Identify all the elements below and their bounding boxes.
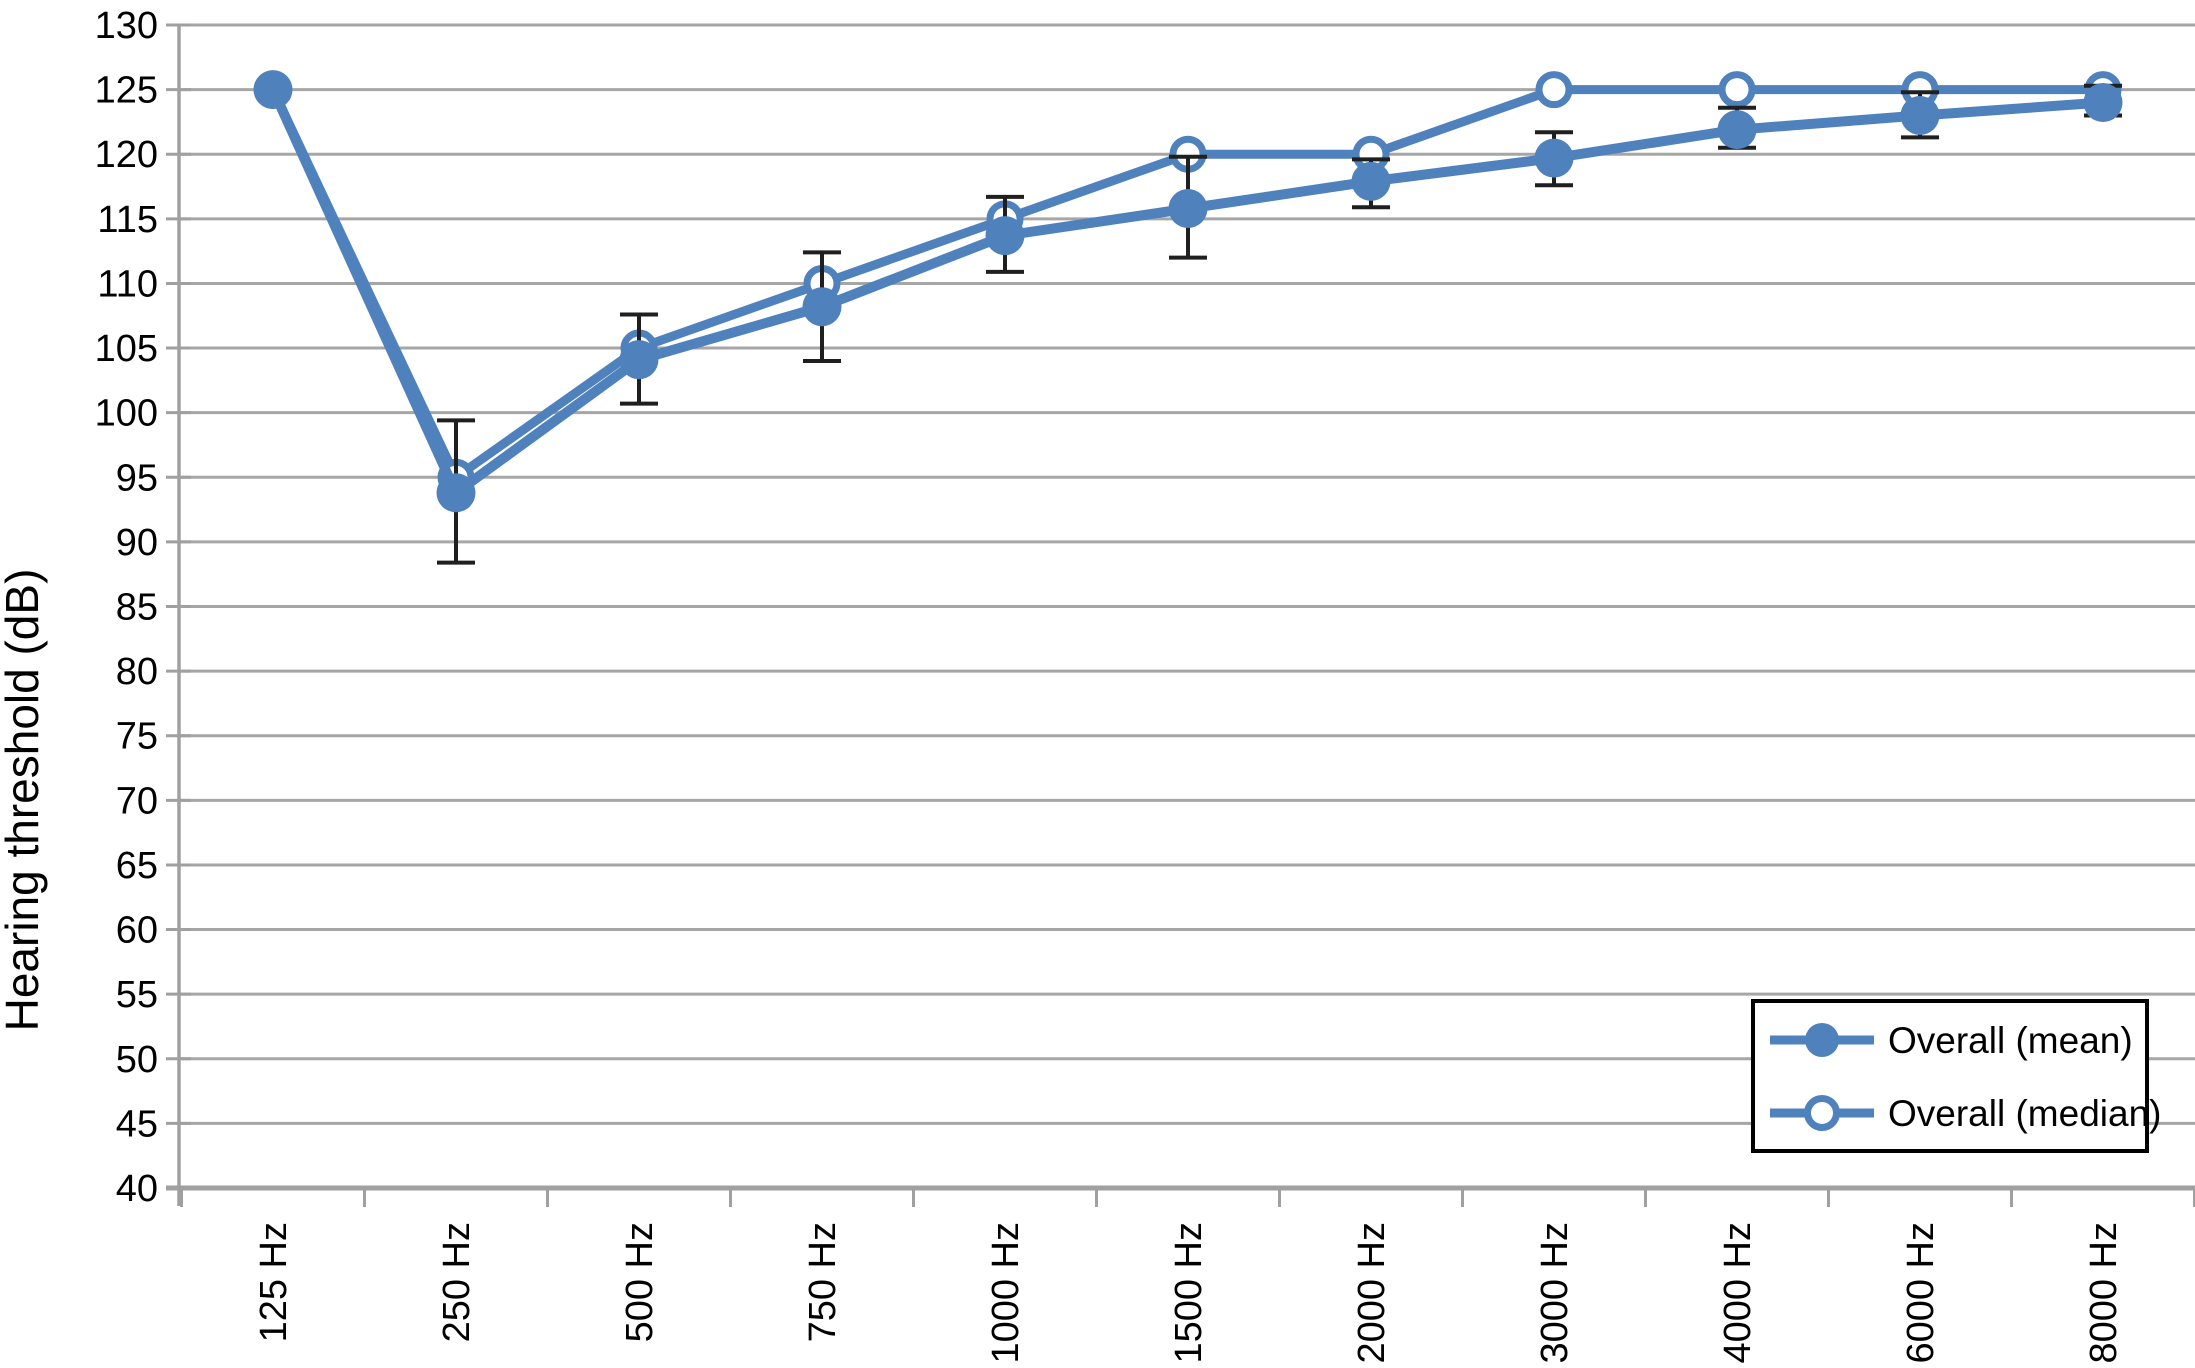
y-tick-label: 75: [116, 716, 158, 758]
mean-data-point: [802, 287, 842, 327]
legend-item-median: Overall (median): [1770, 1093, 2161, 1134]
x-tick-label: 1500 Hz: [1168, 1222, 1210, 1364]
y-tick-label: 65: [116, 845, 158, 887]
y-tick-label: 80: [116, 651, 158, 693]
x-tick-label: 4000 Hz: [1717, 1222, 1759, 1364]
y-tick-label: 125: [95, 70, 158, 112]
y-tick-label: 70: [116, 780, 158, 822]
x-tick-label: 2000 Hz: [1351, 1222, 1393, 1364]
y-tick-label: 110: [97, 263, 158, 305]
gridlines: [179, 23, 2195, 1125]
mean-data-point: [1534, 138, 1574, 178]
mean-data-point: [619, 340, 659, 380]
y-axis-tick-labels: 40 45 50 55 60 65 70 75 80 85 90 95 100 105 110 115 120 1…: [95, 5, 158, 1210]
x-tick-label: 8000 Hz: [2083, 1222, 2125, 1364]
legend-label-median: Overall (median): [1888, 1093, 2161, 1134]
x-tick-label: 125 Hz: [253, 1222, 295, 1342]
x-tick-label: 750 Hz: [802, 1222, 844, 1342]
mean-data-point: [985, 216, 1025, 256]
x-tick-label: 250 Hz: [436, 1222, 478, 1342]
open-circle-marker-icon: [1804, 1095, 1840, 1131]
series-overall-mean: [253, 70, 2123, 513]
legend-label-mean: Overall (mean): [1888, 1020, 2133, 1061]
y-tick-label: 95: [116, 457, 158, 499]
median-data-point: [1535, 71, 1573, 109]
x-tick-label: 500 Hz: [619, 1222, 661, 1342]
x-tick-label: 6000 Hz: [1900, 1222, 1942, 1364]
y-tick-label: 120: [95, 134, 158, 176]
mean-data-point: [2083, 83, 2123, 123]
mean-data-point: [1717, 110, 1757, 150]
legend: Overall (mean) Overall (median): [1751, 999, 2161, 1153]
filled-circle-marker-icon: [1805, 1023, 1839, 1057]
mean-data-point: [1351, 161, 1391, 201]
y-tick-label: 50: [116, 1039, 158, 1081]
y-tick-label: 45: [116, 1103, 158, 1145]
y-tick-label: 60: [116, 910, 158, 952]
x-axis-tick-labels: 125 Hz 250 Hz 500 Hz 750 Hz 1000 Hz 1500 Hz 20…: [253, 1222, 2125, 1364]
mean-data-point: [1900, 95, 1940, 135]
mean-data-point: [436, 473, 476, 513]
median-data-point: [1718, 71, 1756, 109]
axes: [166, 23, 2195, 1207]
y-tick-label: 85: [116, 587, 158, 629]
y-tick-label: 105: [95, 328, 158, 370]
y-tick-label: 115: [97, 199, 158, 241]
y-tick-label: 90: [116, 522, 158, 564]
y-tick-label: 55: [116, 974, 158, 1016]
x-tick-label: 1000 Hz: [985, 1222, 1027, 1364]
y-tick-label: 100: [95, 393, 158, 435]
legend-item-mean: Overall (mean): [1770, 1020, 2133, 1061]
y-tick-label: 40: [116, 1168, 158, 1210]
mean-data-point: [1168, 188, 1208, 228]
mean-data-point: [253, 70, 293, 110]
y-tick-label: 130: [95, 5, 158, 47]
x-tick-label: 3000 Hz: [1534, 1222, 1576, 1364]
y-axis-title: Hearing threshold (dB): [0, 569, 48, 1032]
